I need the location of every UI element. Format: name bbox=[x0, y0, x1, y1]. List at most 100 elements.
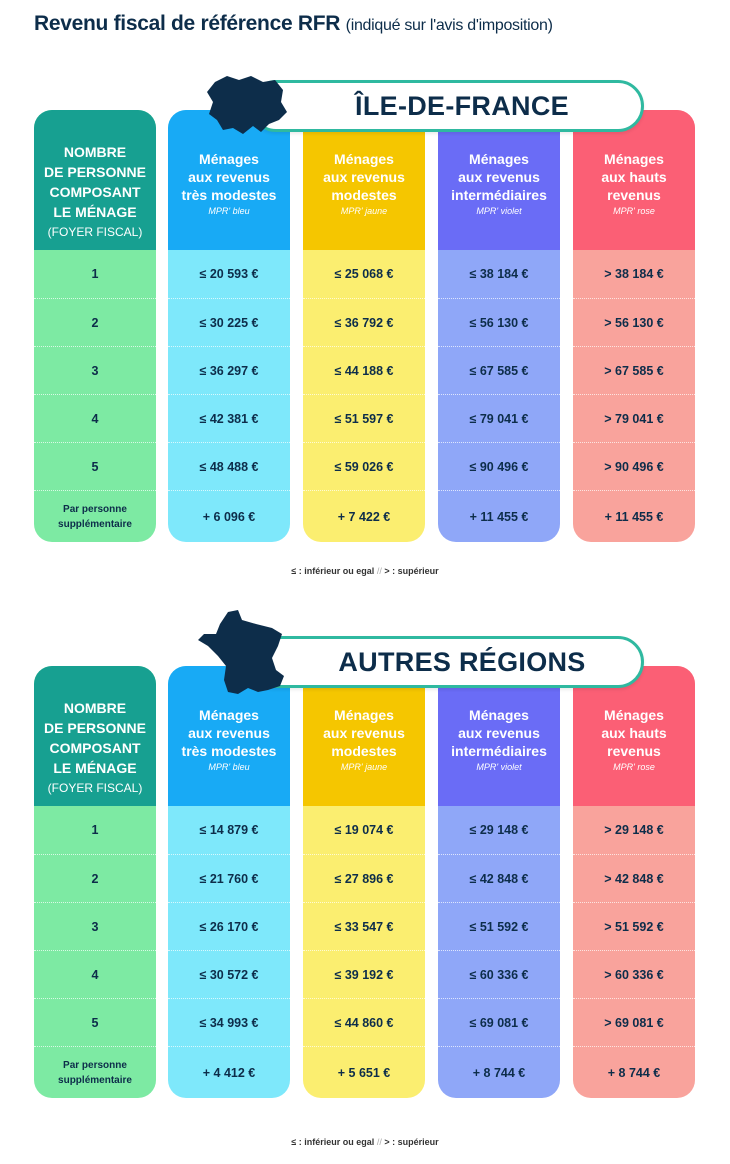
column-header-category: Ménages aux revenus très modestes MPR' bleu bbox=[168, 110, 290, 250]
header-line: DE PERSONNE bbox=[44, 164, 146, 180]
column-body: 1 2 3 4 5 Par personne supplémentaire bbox=[34, 806, 156, 1098]
header-line: DE PERSONNE bbox=[44, 720, 146, 736]
income-threshold: + 5 651 € bbox=[337, 1065, 391, 1080]
column-body: ≤ 29 148 € ≤ 42 848 € ≤ 51 592 € ≤ 60 336 €… bbox=[438, 806, 560, 1098]
table-cell: > 51 592 € bbox=[573, 902, 695, 950]
legend-note: ≤ : inférieur ou egal // > : supérieur bbox=[0, 566, 730, 576]
header-line: LE MÉNAGE bbox=[53, 204, 137, 220]
row-label-extra: Par personne supplémentaire bbox=[58, 1058, 132, 1088]
table-cell: ≤ 36 297 € bbox=[168, 346, 290, 394]
income-threshold: ≤ 36 297 € bbox=[199, 363, 259, 378]
header-line: Ménages bbox=[334, 151, 394, 167]
income-threshold: ≤ 20 593 € bbox=[199, 267, 259, 281]
income-threshold: > 67 585 € bbox=[604, 363, 664, 378]
income-threshold: ≤ 26 170 € bbox=[199, 919, 259, 934]
income-threshold: > 51 592 € bbox=[604, 919, 664, 934]
table-cell: ≤ 21 760 € bbox=[168, 854, 290, 902]
note-separator: // bbox=[376, 1137, 382, 1147]
income-threshold: ≤ 34 993 € bbox=[199, 1015, 259, 1030]
header-line: aux hauts bbox=[601, 169, 667, 185]
table-cell: > 60 336 € bbox=[573, 950, 695, 998]
table-cell: 1 bbox=[34, 250, 156, 298]
income-threshold: ≤ 19 074 € bbox=[334, 823, 394, 837]
header-line: LE MÉNAGE bbox=[53, 760, 137, 776]
extra-line: Par personne bbox=[63, 1059, 127, 1071]
table-cell: ≤ 36 792 € bbox=[303, 298, 425, 346]
column-body: ≤ 20 593 € ≤ 30 225 € ≤ 36 297 € ≤ 42 381 €… bbox=[168, 250, 290, 542]
header-line: aux hauts bbox=[601, 725, 667, 741]
column-header-category: Ménages aux revenus modestes MPR' jaune bbox=[303, 666, 425, 806]
page-title: Revenu fiscal de référence RFR (indiqué … bbox=[34, 12, 553, 36]
table-cell: 1 bbox=[34, 806, 156, 854]
table-cell: + 6 096 € bbox=[168, 490, 290, 542]
table-cell: + 4 412 € bbox=[168, 1046, 290, 1098]
income-threshold: + 8 744 € bbox=[607, 1065, 661, 1080]
column-body: > 38 184 € > 56 130 € > 67 585 € > 79 041 €… bbox=[573, 250, 695, 542]
column-header-household: NOMBRE DE PERSONNE COMPOSANT LE MÉNAGE (FOYE… bbox=[34, 666, 156, 806]
income-threshold: + 11 455 € bbox=[469, 509, 529, 524]
table-cell: ≤ 69 081 € bbox=[438, 998, 560, 1046]
header-line: aux revenus bbox=[458, 725, 540, 741]
income-threshold: ≤ 79 041 € bbox=[469, 411, 529, 426]
table-cell: ≤ 25 068 € bbox=[303, 250, 425, 298]
income-threshold: ≤ 30 225 € bbox=[199, 315, 259, 330]
income-threshold: + 11 455 € bbox=[604, 509, 664, 524]
table-cell: ≤ 90 496 € bbox=[438, 442, 560, 490]
table-cell: ≤ 48 488 € bbox=[168, 442, 290, 490]
table-cell: Par personne supplémentaire bbox=[34, 490, 156, 542]
table-cell: + 11 455 € bbox=[438, 490, 560, 542]
column-body: ≤ 25 068 € ≤ 36 792 € ≤ 44 188 € ≤ 51 597 €… bbox=[303, 250, 425, 542]
table-cell: 5 bbox=[34, 442, 156, 490]
table-cell: 2 bbox=[34, 298, 156, 346]
mpr-label: MPR' jaune bbox=[340, 762, 388, 772]
header-line: modestes bbox=[331, 743, 397, 759]
income-category-column: Ménages aux revenus intermédiaires MPR' vio… bbox=[438, 110, 560, 542]
header-line: aux revenus bbox=[323, 725, 405, 741]
income-threshold: + 8 744 € bbox=[472, 1065, 526, 1080]
table-cell: 3 bbox=[34, 346, 156, 394]
table-cell: ≤ 44 188 € bbox=[303, 346, 425, 394]
income-threshold: > 60 336 € bbox=[604, 967, 664, 982]
income-threshold: > 79 041 € bbox=[604, 411, 664, 426]
income-threshold: ≤ 51 592 € bbox=[469, 919, 529, 934]
income-threshold: > 29 148 € bbox=[604, 823, 664, 837]
household-size-column: NOMBRE DE PERSONNE COMPOSANT LE MÉNAGE (FOYE… bbox=[34, 666, 156, 1098]
table-cell: + 11 455 € bbox=[573, 490, 695, 542]
mpr-label: MPR' rose bbox=[613, 206, 655, 216]
income-category-column: Ménages aux revenus très modestes MPR' bleu… bbox=[168, 666, 290, 1098]
table-cell: ≤ 20 593 € bbox=[168, 250, 290, 298]
mpr-label: MPR' bleu bbox=[208, 762, 250, 772]
header-line: très modestes bbox=[181, 187, 277, 203]
income-category-column: Ménages aux revenus modestes MPR' jaune ≤ 25… bbox=[303, 110, 425, 542]
header-line: COMPOSANT bbox=[49, 184, 141, 200]
table-cell: ≤ 14 879 € bbox=[168, 806, 290, 854]
table-cell: ≤ 56 130 € bbox=[438, 298, 560, 346]
title-sub: (indiqué sur l'avis d'imposition) bbox=[345, 17, 553, 34]
row-label: 5 bbox=[91, 459, 99, 474]
income-threshold: ≤ 14 879 € bbox=[199, 823, 259, 837]
table-cell: ≤ 26 170 € bbox=[168, 902, 290, 950]
income-threshold: ≤ 36 792 € bbox=[334, 315, 394, 330]
income-threshold: > 38 184 € bbox=[604, 267, 664, 281]
note-le: ≤ : inférieur ou egal bbox=[291, 566, 375, 576]
table-cell: ≤ 33 547 € bbox=[303, 902, 425, 950]
header-line: modestes bbox=[331, 187, 397, 203]
header-line: aux revenus bbox=[188, 169, 270, 185]
income-threshold: ≤ 38 184 € bbox=[469, 267, 529, 281]
table-cell: + 8 744 € bbox=[573, 1046, 695, 1098]
income-threshold: ≤ 33 547 € bbox=[334, 919, 394, 934]
income-threshold: ≤ 30 572 € bbox=[199, 967, 259, 982]
ile-de-france-map-icon bbox=[205, 74, 291, 141]
header-line: COMPOSANT bbox=[49, 740, 141, 756]
header-line: Ménages bbox=[199, 707, 259, 723]
table-cell: > 90 496 € bbox=[573, 442, 695, 490]
income-threshold: + 4 412 € bbox=[202, 1065, 256, 1080]
mpr-label: MPR' rose bbox=[613, 762, 655, 772]
table-cell: > 56 130 € bbox=[573, 298, 695, 346]
income-threshold: ≤ 60 336 € bbox=[469, 967, 529, 982]
extra-line: Par personne bbox=[63, 503, 127, 515]
column-header-category: Ménages aux revenus intermédiaires MPR' vio… bbox=[438, 666, 560, 806]
header-line: Ménages bbox=[469, 707, 529, 723]
income-threshold: ≤ 59 026 € bbox=[334, 459, 394, 474]
table-cell: 3 bbox=[34, 902, 156, 950]
